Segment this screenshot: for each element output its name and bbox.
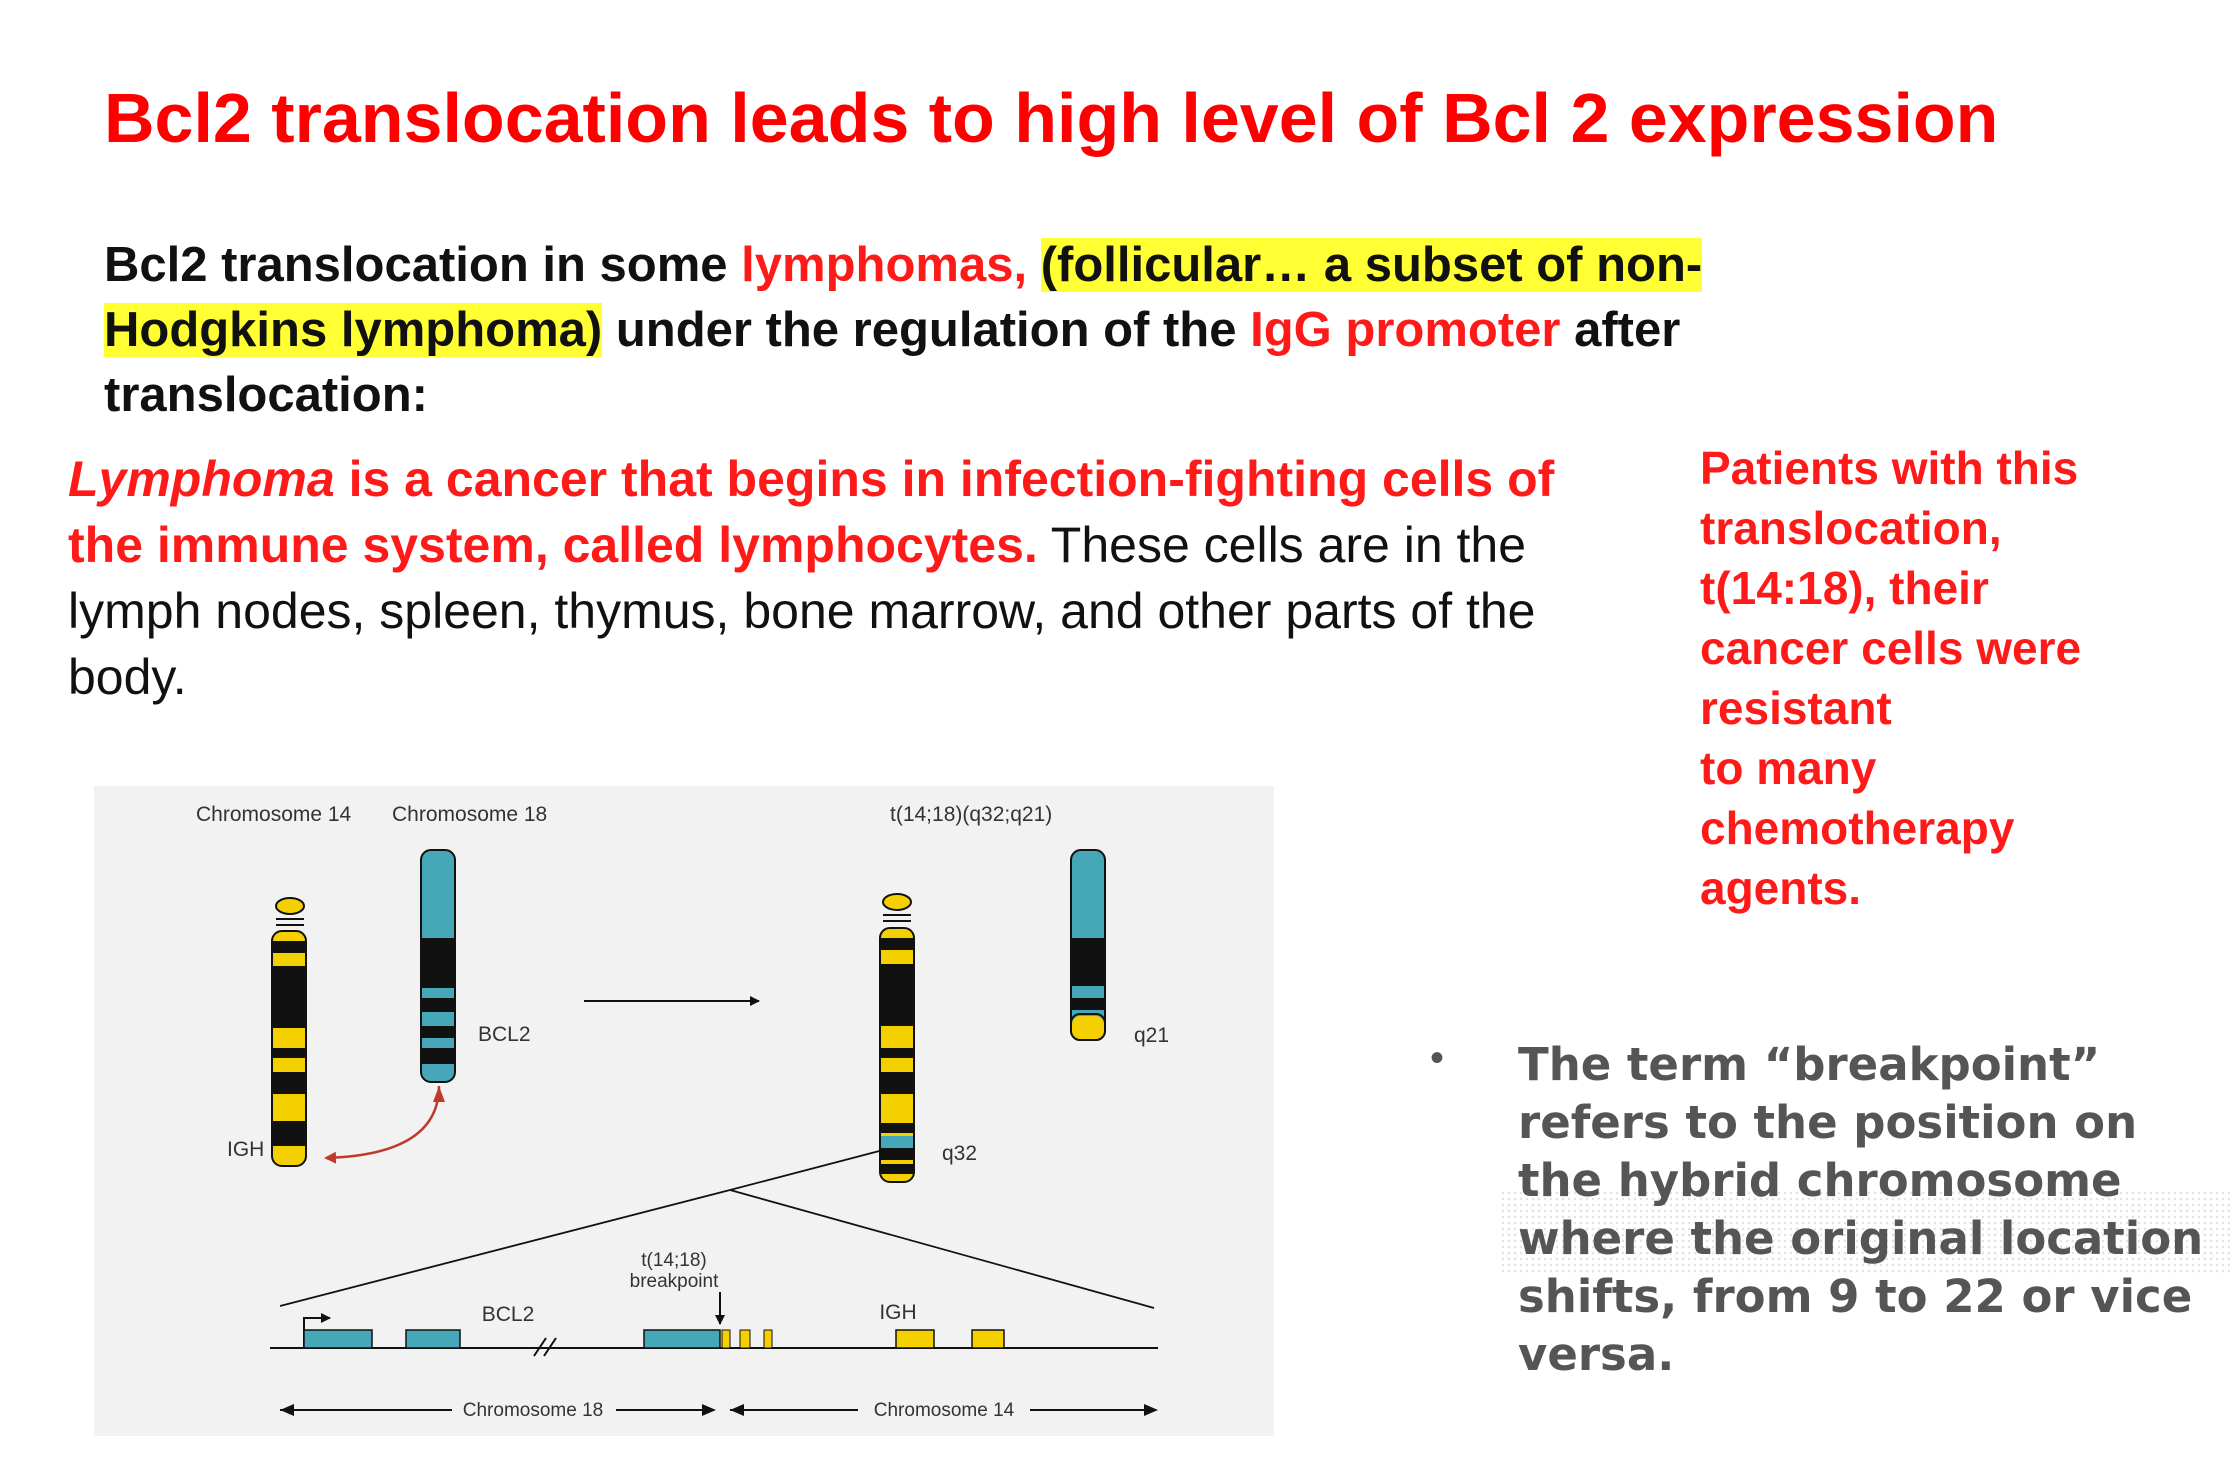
intro-text-4: under the regulation of the (602, 303, 1251, 357)
chromosome-14 (271, 897, 307, 1167)
slide-title: Bcl2 translocation leads to high level o… (104, 79, 1999, 157)
side-note-line: chemotherapy (1700, 802, 2015, 854)
side-note-line: to many (1700, 742, 1877, 794)
side-note-line: cancer cells were (1700, 622, 2082, 674)
label-igh-gene: IGH (879, 1301, 916, 1324)
intro-highlight-b: Hodgkins lymphoma) (104, 303, 603, 357)
derivative-chromosome-14 (879, 893, 915, 1183)
label-bcl2-chr: BCL2 (478, 1023, 531, 1046)
side-note-line: translocation, (1700, 502, 2002, 554)
intro-igg-promoter: IgG promoter (1250, 303, 1561, 357)
chromosome-axis (280, 1404, 1158, 1416)
zoom-line-top (729, 1148, 888, 1191)
zoom-line-left (279, 1189, 731, 1307)
intro-highlight-a: (follicular… a subset of non- (1040, 238, 1703, 292)
side-note: Patients with this translocation, t(14:1… (1700, 438, 2200, 918)
definition-plain: These cells are in the lymph nodes, sple… (68, 517, 1536, 705)
definition-red: is a cancer that begins in infection-fig… (68, 451, 1555, 573)
lymphoma-definition: Lymphoma is a cancer that begins in infe… (68, 446, 1588, 710)
side-note-line: t(14:18), their (1700, 562, 1989, 614)
label-breakpoint-2: breakpoint (630, 1271, 719, 1292)
label-translocation: t(14;18)(q32;q21) (890, 803, 1052, 826)
axis-chromosome-18: Chromosome 18 (463, 1400, 603, 1421)
zoom-line-right (729, 1189, 1155, 1309)
intro-paragraph: Bcl2 translocation in some lymphomas, (f… (104, 233, 2004, 428)
intro-text-1: Bcl2 translocation in some (104, 238, 742, 292)
derivative-chromosome-18 (1070, 849, 1106, 1041)
gene-map (270, 1292, 1158, 1357)
translocation-diagram: Chromosome 14 Chromosome 18 t(14;18)(q32… (94, 786, 1274, 1436)
label-chromosome-18: Chromosome 18 (392, 803, 547, 826)
label-q21: q21 (1134, 1024, 1169, 1047)
definition-term: Lymphoma (68, 451, 335, 507)
intro-lymphomas: lymphomas, (741, 238, 1041, 292)
diagram-svg: Chromosome 14 Chromosome 18 t(14;18)(q32… (196, 803, 1169, 1421)
label-breakpoint-1: t(14;18) (641, 1250, 706, 1271)
label-bcl2-gene: BCL2 (482, 1303, 535, 1326)
bullet-marker: • (1430, 1036, 1445, 1080)
side-note-line: agents. (1700, 862, 1862, 914)
bullet-text: The term “breakpoint” refers to the posi… (1518, 1038, 2204, 1381)
label-igh-chr: IGH (227, 1138, 264, 1161)
axis-chromosome-14: Chromosome 14 (874, 1400, 1015, 1421)
label-chromosome-14: Chromosome 14 (196, 803, 352, 826)
chromosome-18 (420, 849, 456, 1083)
translocation-arrow-curved (324, 1085, 441, 1164)
intro-text-6: after translocation: (104, 303, 1681, 422)
side-note-line: Patients with this (1700, 442, 2079, 494)
label-q32: q32 (942, 1142, 977, 1165)
side-note-line: resistant (1700, 682, 1892, 734)
dotted-texture (1500, 1190, 2230, 1276)
